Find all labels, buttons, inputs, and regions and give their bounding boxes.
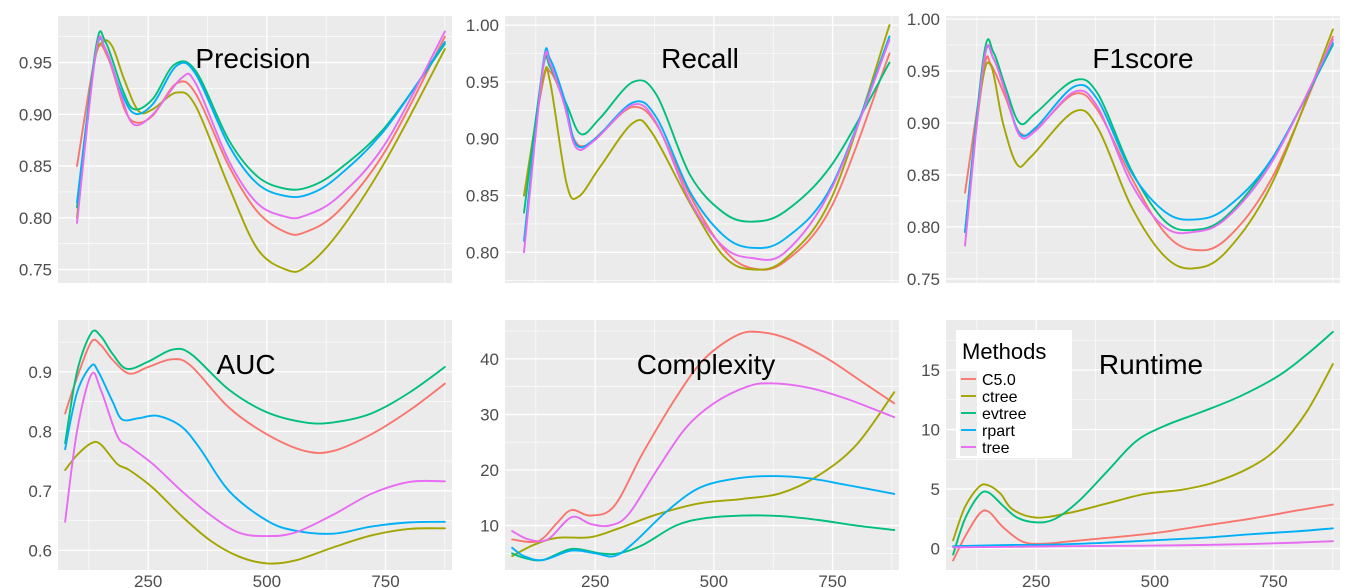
x-tick-label: 250 (581, 572, 609, 588)
legend-title: Methods (962, 339, 1046, 364)
legend-item: C5.0 (960, 371, 1016, 389)
y-tick-label: 0.95 (466, 73, 499, 92)
panel-title: Recall (661, 43, 739, 74)
y-tick-label: 0.8 (28, 422, 52, 441)
y-tick-label: 0.75 (19, 261, 52, 280)
panel-background (58, 320, 452, 570)
series-line-rpart (523, 35, 891, 250)
x-tick-label: 250 (1022, 572, 1050, 588)
series-line-tree (964, 38, 1334, 247)
legend-label: evtree (982, 406, 1027, 423)
series-line-tree (523, 38, 891, 261)
panel-title: Complexity (637, 349, 775, 380)
y-tick-label: 10 (480, 517, 499, 536)
y-tick-label: 0.85 (466, 187, 499, 206)
y-tick-label: 0.6 (28, 541, 52, 560)
series-line-rpart (952, 527, 1334, 548)
series-line-rpart (64, 363, 446, 535)
series-line-evtree (64, 329, 446, 445)
y-tick-label: 0.75 (907, 270, 940, 289)
y-tick-label: 15 (921, 361, 940, 380)
series-line-ctree (511, 391, 896, 558)
y-tick-label: 20 (480, 461, 499, 480)
series-line-evtree (76, 30, 446, 209)
panel-background (946, 16, 1340, 283)
panel-auc: 0.6 0.7 0.8 0.9 250 500 750 AUC (28, 320, 452, 588)
legend-label: tree (982, 440, 1010, 457)
y-tick-label: 0.90 (907, 114, 940, 133)
series-line-tree (952, 540, 1334, 549)
y-tick-label: 5 (931, 480, 940, 499)
y-tick-label: 0.80 (466, 243, 499, 262)
y-tick-label: 0.80 (19, 209, 52, 228)
y-tick-label: 30 (480, 405, 499, 424)
x-tick-label: 750 (371, 572, 399, 588)
y-tick-label: 0.85 (907, 166, 940, 185)
series-line-tree (511, 382, 896, 543)
x-tick-label: 500 (700, 572, 728, 588)
series-line-ctree (964, 28, 1334, 270)
x-tick-label: 500 (1141, 572, 1169, 588)
legend-label: ctree (982, 389, 1018, 406)
series-line-ctree (523, 24, 891, 271)
series-line-rpart (511, 475, 896, 562)
series-line-c5-0 (952, 503, 1334, 562)
legend-item: rpart (960, 422, 1015, 440)
legend-item: tree (960, 439, 1010, 457)
series-line-ctree (64, 440, 446, 565)
y-tick-label: 0 (931, 540, 940, 559)
series-line-c5-0 (64, 338, 446, 454)
panel-background (505, 16, 899, 283)
y-tick-label: 0.90 (466, 130, 499, 149)
y-tick-label: 0.90 (19, 105, 52, 124)
x-tick-label: 750 (1259, 572, 1287, 588)
legend-label: rpart (982, 423, 1015, 440)
panel-title: Runtime (1099, 349, 1203, 380)
y-tick-label: 10 (921, 421, 940, 440)
x-tick-label: 250 (134, 572, 162, 588)
y-tick-label: 0.85 (19, 157, 52, 176)
panel-precision: 0.75 0.80 0.85 0.90 0.95 Precision (19, 16, 452, 283)
series-line-evtree (952, 330, 1334, 556)
series-line-tree (76, 30, 446, 224)
y-tick-label: 0.95 (907, 62, 940, 81)
y-tick-label: 0.9 (28, 363, 52, 382)
y-tick-label: 1.00 (466, 16, 499, 35)
series-line-c5-0 (523, 52, 891, 271)
series-line-tree (64, 371, 446, 538)
panel-complexity: 10 20 30 40 250 500 750 Complexity (480, 320, 899, 588)
legend-label: C5.0 (982, 372, 1016, 389)
series-line-ctree (952, 363, 1334, 542)
grid (505, 16, 899, 283)
series-line-evtree (523, 54, 891, 223)
series-line-c5-0 (511, 330, 896, 544)
grid (505, 320, 899, 570)
x-tick-label: 500 (253, 572, 281, 588)
panel-title: F1score (1092, 43, 1193, 74)
series-line-evtree (964, 38, 1334, 234)
panel-title: AUC (216, 349, 275, 380)
grid (58, 16, 452, 283)
y-tick-label: 0.80 (907, 218, 940, 237)
legend-item: ctree (960, 388, 1018, 406)
y-tick-label: 0.7 (28, 482, 52, 501)
x-tick-label: 750 (818, 572, 846, 588)
legend-item: evtree (960, 405, 1027, 423)
y-tick-label: 40 (480, 350, 499, 369)
panel-title: Precision (195, 43, 310, 74)
y-tick-label: 1.00 (907, 10, 940, 29)
panel-recall: 0.80 0.85 0.90 0.95 1.00 Recall (466, 16, 899, 283)
panel-f1score: 0.75 0.80 0.85 0.90 0.95 1.00 F1score (907, 10, 1340, 289)
y-tick-label: 0.95 (19, 54, 52, 73)
